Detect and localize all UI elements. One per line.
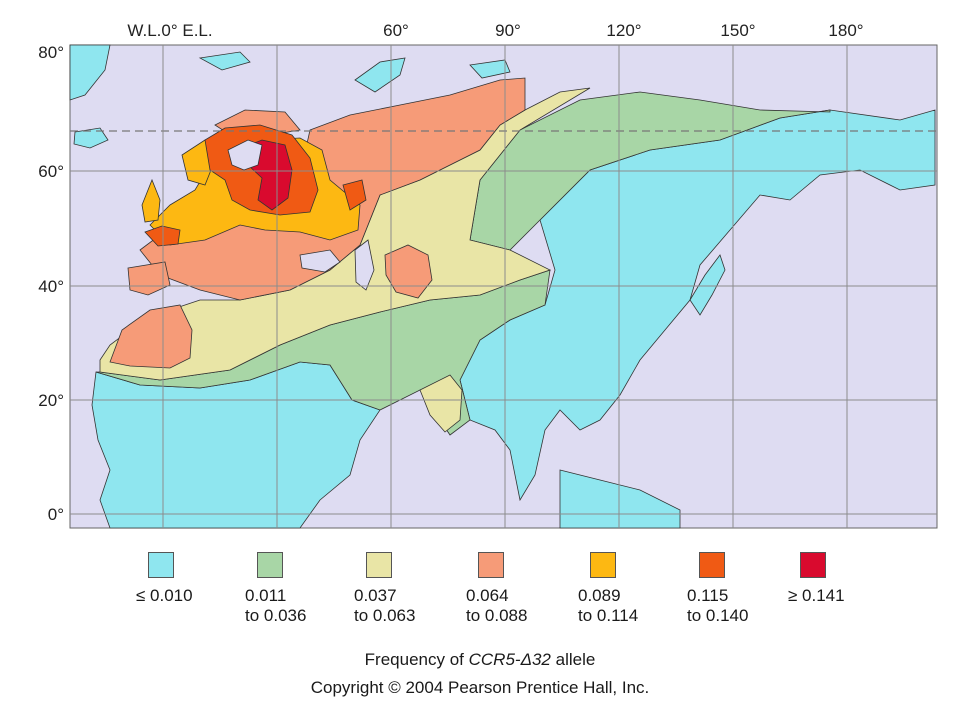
legend-item: 0.089 to 0.114 xyxy=(578,552,688,626)
legend-item: 0.011 to 0.036 xyxy=(245,552,355,626)
legend-item: 0.064 to 0.088 xyxy=(466,552,576,626)
map-canvas: W.L.0° E.L. 60° 90° 120° 150° 180° 80° 6… xyxy=(38,21,938,529)
caption-suffix: allele xyxy=(550,650,596,669)
black-sea xyxy=(299,249,341,273)
region-yellow-india xyxy=(419,374,463,433)
region-salmon-caspian xyxy=(384,244,433,299)
legend-item: ≤ 0.010 xyxy=(136,552,246,606)
legend-swatch xyxy=(800,552,826,578)
legend-label: 0.064 to 0.088 xyxy=(466,586,528,625)
longitude-label: 60° xyxy=(383,21,409,40)
region-japan xyxy=(689,254,726,316)
region-salmon-north-africa xyxy=(109,304,193,369)
legend-item: ≥ 0.141 xyxy=(788,552,898,606)
legend-swatch xyxy=(478,552,504,578)
longitude-label: 120° xyxy=(606,21,641,40)
copyright-notice: Copyright © 2004 Pearson Prentice Hall, … xyxy=(310,678,650,697)
region-amber-british-isles xyxy=(141,178,161,223)
latitude-label: 0° xyxy=(48,505,64,524)
longitude-label: 90° xyxy=(495,21,521,40)
legend-label: 0.011 to 0.036 xyxy=(245,586,307,625)
region-iceland xyxy=(73,127,109,149)
legend-label: ≥ 0.141 xyxy=(788,586,845,605)
legend-item: 0.037 to 0.063 xyxy=(354,552,464,626)
legend-label: 0.037 to 0.063 xyxy=(354,586,416,625)
latitude-label: 60° xyxy=(38,162,64,181)
caption-prefix: Frequency of xyxy=(364,650,469,669)
longitude-label: W.L.0° E.L. xyxy=(127,21,212,40)
allele-frequency-map: W.L.0° E.L. 60° 90° 120° 150° 180° 80° 6… xyxy=(38,21,938,529)
caspian-sea xyxy=(354,239,375,291)
legend: ≤ 0.010 0.011 to 0.036 0.037 to 0.063 0.… xyxy=(100,552,900,632)
region-novaya-zemlya xyxy=(354,57,406,93)
legend-swatch xyxy=(148,552,174,578)
legend-label: ≤ 0.010 xyxy=(136,586,193,605)
region-orange-volga xyxy=(342,179,367,211)
legend-swatch xyxy=(366,552,392,578)
graticule xyxy=(70,45,937,528)
legend-swatch xyxy=(699,552,725,578)
region-arctic-islands xyxy=(198,51,511,79)
legend-label: 0.089 to 0.114 xyxy=(578,586,639,625)
figure-caption: Frequency of CCR5-Δ32 allele xyxy=(0,650,960,670)
baltic-sea xyxy=(227,139,263,171)
longitude-label: 150° xyxy=(720,21,755,40)
legend-item: 0.115 to 0.140 xyxy=(687,552,797,626)
region-svalbard xyxy=(69,44,111,101)
legend-swatch xyxy=(257,552,283,578)
longitude-label: 180° xyxy=(828,21,863,40)
latitude-label: 40° xyxy=(38,277,64,296)
caption-gene: CCR5-Δ32 xyxy=(468,650,551,669)
latitude-label: 20° xyxy=(38,391,64,410)
legend-label: 0.115 to 0.140 xyxy=(687,586,749,625)
legend-swatch xyxy=(590,552,616,578)
latitude-label: 80° xyxy=(38,43,64,62)
